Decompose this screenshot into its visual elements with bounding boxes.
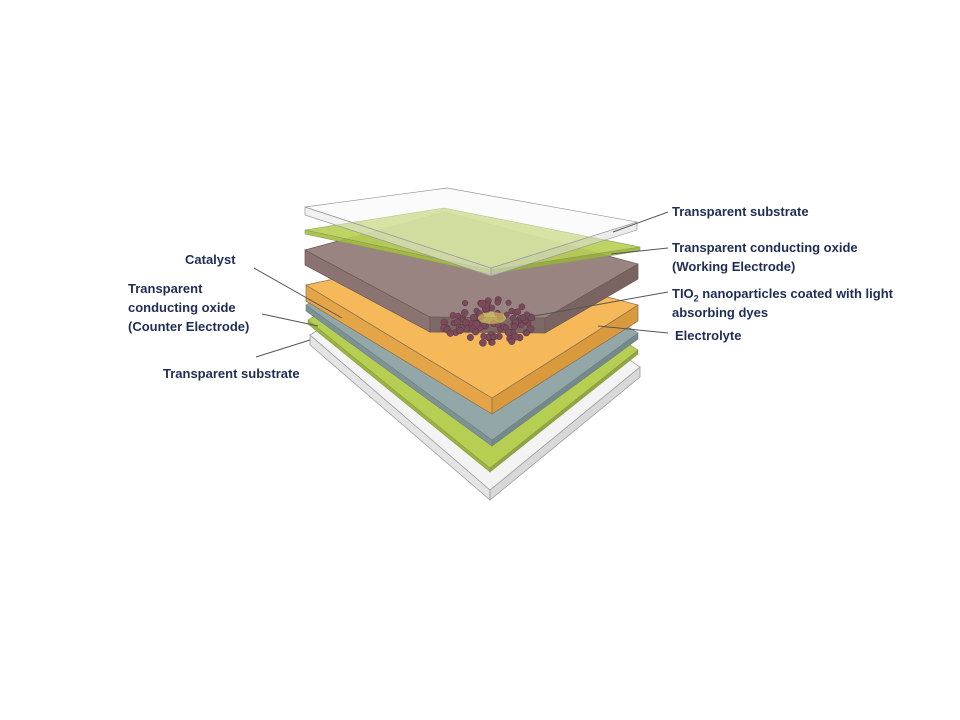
leader-electrolyte [597,325,669,334]
nanoparticle [481,322,488,329]
label-tio2-prefix: TIO [672,286,694,301]
nanoparticle [479,338,487,347]
label-bottom-substrate-text: Transparent substrate [163,366,300,381]
nanoparticle [446,329,454,337]
nanoparticle [514,308,522,316]
label-top-substrate: Transparent substrate [672,202,809,221]
nanoparticle [503,311,510,318]
label-electrolyte-text: Electrolyte [675,328,742,343]
label-counter-electrode-line1: Transparent [128,281,203,296]
nanoparticle [511,323,518,331]
tio2-nanoparticles [440,296,536,347]
nanoparticle [471,327,480,336]
nanoparticle [508,337,516,345]
label-catalyst-text: Catalyst [185,252,236,267]
nanoparticle [449,312,457,319]
label-electrolyte: Electrolyte [675,326,741,345]
nanoparticle [469,313,478,322]
nanoparticle [466,333,474,341]
top-substrate-layer [304,187,638,277]
leader-catalyst [253,267,343,319]
label-catalyst: Catalyst [185,250,236,269]
nanoparticle [480,332,487,340]
label-tio2: TIO2 nanoparticles coated with light abs… [672,284,893,322]
leader-bottom-substrate [255,339,311,358]
nanoparticle [505,299,512,306]
nanoparticle [523,330,530,337]
label-counter-electrode: Transparent conducting oxide (Counter El… [128,279,249,336]
leader-working-electrode [610,247,669,255]
label-counter-electrode-line2: conducting oxide [128,300,236,315]
nanoparticle [478,299,487,308]
label-working-electrode-line2: (Working Electrode) [672,259,796,274]
nanoparticle [494,299,501,306]
label-top-substrate-text: Transparent substrate [672,204,809,219]
leader-lines [253,211,669,358]
nanoparticle [462,300,469,307]
leader-counter-electrode [261,313,319,327]
label-working-electrode: Transparent conducting oxide (Working El… [672,238,858,276]
nanoparticle [517,322,525,329]
label-tio2-line1: TIO2 nanoparticles coated with light [672,284,893,303]
label-counter-electrode-line3: (Counter Electrode) [128,319,250,334]
nanoparticle [489,339,496,346]
nanoparticle [504,328,513,337]
nanoparticle [456,327,464,335]
dye-highlight [478,312,506,324]
label-tio2-line2: absorbing dyes [672,305,769,320]
leader-tio2 [511,291,669,321]
label-tio2-line1-rest: nanoparticles coated with light [698,286,893,301]
label-bottom-substrate: Transparent substrate [163,364,300,383]
nanoparticle [462,319,470,327]
label-tio2-subscript: 2 [693,293,699,304]
nanoparticle [518,303,526,311]
nanoparticle [489,333,496,340]
nanoparticle [461,309,469,317]
leader-top-substrate [612,211,669,233]
label-working-electrode-line1: Transparent conducting oxide [672,240,858,255]
